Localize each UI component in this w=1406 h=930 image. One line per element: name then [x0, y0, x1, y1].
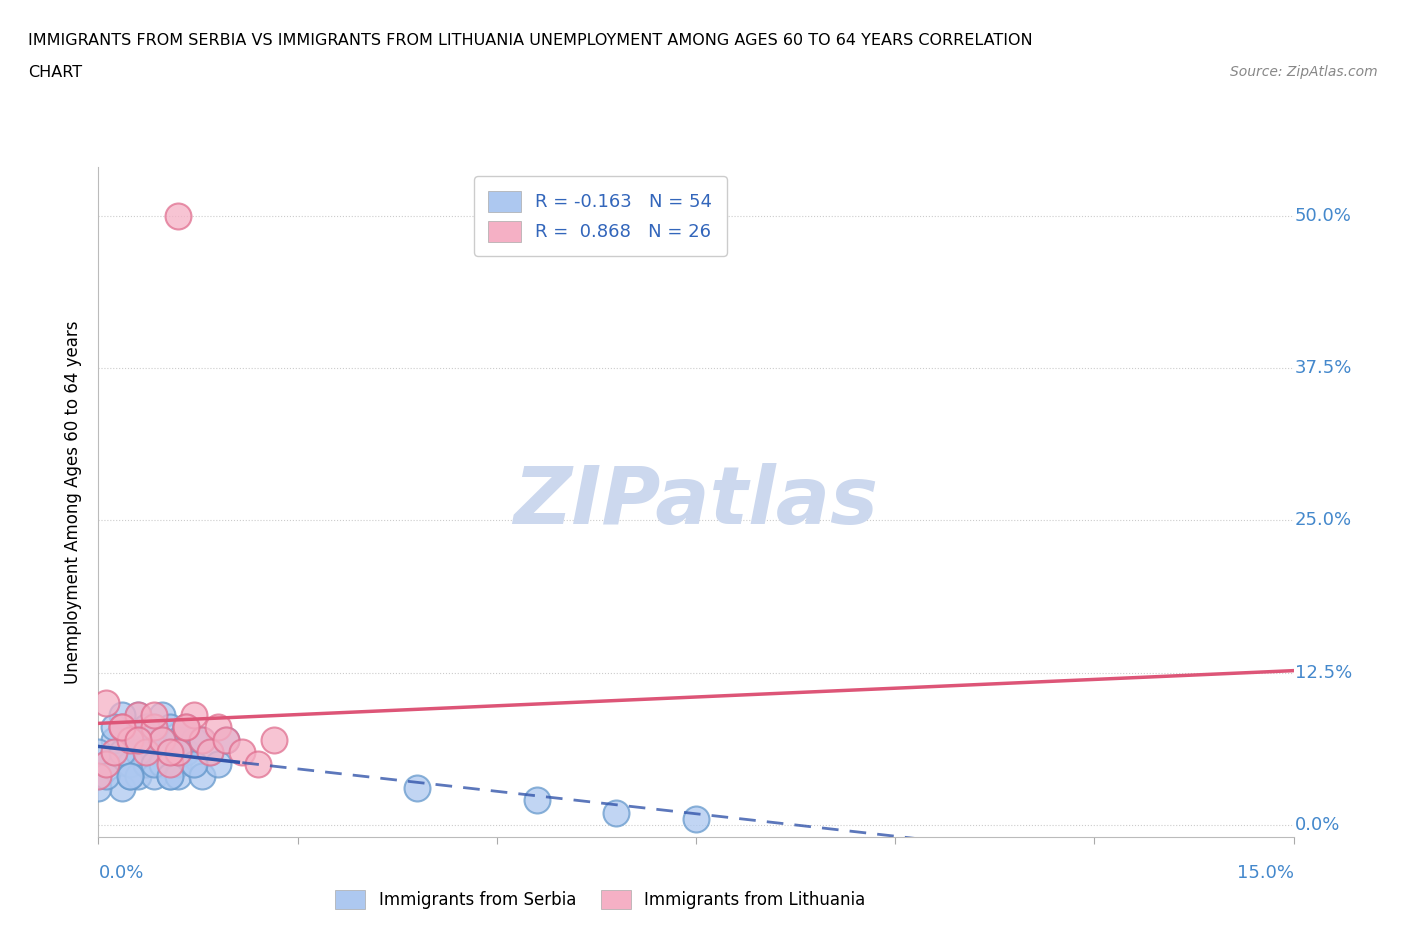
Text: 50.0%: 50.0%: [1295, 207, 1351, 225]
Point: [127, 732, 149, 747]
Text: 12.5%: 12.5%: [1295, 664, 1353, 682]
Point: [111, 720, 134, 735]
Point: [174, 720, 197, 735]
Point: [191, 769, 214, 784]
Text: 0.0%: 0.0%: [98, 864, 143, 882]
Point: [120, 769, 142, 784]
Point: [143, 720, 166, 735]
Legend: Immigrants from Serbia, Immigrants from Lithuania: Immigrants from Serbia, Immigrants from …: [329, 884, 872, 916]
Point: [174, 744, 197, 759]
Point: [150, 708, 173, 723]
Text: IMMIGRANTS FROM SERBIA VS IMMIGRANTS FROM LITHUANIA UNEMPLOYMENT AMONG AGES 60 T: IMMIGRANTS FROM SERBIA VS IMMIGRANTS FRO…: [28, 33, 1033, 47]
Text: Source: ZipAtlas.com: Source: ZipAtlas.com: [1230, 65, 1378, 79]
Text: 15.0%: 15.0%: [1236, 864, 1294, 882]
Point: [120, 769, 142, 784]
Point: [143, 769, 166, 784]
Point: [526, 793, 548, 808]
Point: [111, 720, 134, 735]
Point: [96, 696, 118, 711]
Point: [135, 720, 157, 735]
Point: [150, 756, 173, 771]
Text: 25.0%: 25.0%: [1295, 512, 1351, 529]
Point: [159, 756, 181, 771]
Point: [87, 781, 110, 796]
Point: [207, 720, 229, 735]
Point: [127, 708, 149, 723]
Point: [263, 732, 285, 747]
Point: [685, 811, 707, 826]
Point: [198, 744, 221, 759]
Point: [159, 769, 181, 784]
Point: [103, 732, 125, 747]
Point: [127, 744, 149, 759]
Point: [103, 720, 125, 735]
Point: [120, 756, 142, 771]
Point: [127, 732, 149, 747]
Point: [183, 732, 205, 747]
Point: [135, 732, 157, 747]
Point: [183, 756, 205, 771]
Point: [159, 720, 181, 735]
Point: [167, 769, 190, 784]
Point: [103, 744, 125, 759]
Point: [87, 769, 110, 784]
Point: [183, 708, 205, 723]
Point: [246, 756, 269, 771]
Point: [167, 208, 190, 223]
Text: 0.0%: 0.0%: [1295, 816, 1340, 834]
Point: [135, 744, 157, 759]
Point: [87, 744, 110, 759]
Point: [96, 756, 118, 771]
Text: 37.5%: 37.5%: [1295, 359, 1353, 378]
Point: [135, 756, 157, 771]
Point: [96, 769, 118, 784]
Point: [150, 732, 173, 747]
Point: [111, 708, 134, 723]
Point: [127, 769, 149, 784]
Point: [167, 744, 190, 759]
Y-axis label: Unemployment Among Ages 60 to 64 years: Unemployment Among Ages 60 to 64 years: [65, 321, 83, 684]
Point: [150, 732, 173, 747]
Point: [111, 720, 134, 735]
Point: [174, 720, 197, 735]
Point: [191, 732, 214, 747]
Point: [198, 744, 221, 759]
Point: [167, 756, 190, 771]
Point: [111, 781, 134, 796]
Point: [174, 720, 197, 735]
Point: [111, 744, 134, 759]
Point: [159, 769, 181, 784]
Point: [127, 732, 149, 747]
Point: [215, 732, 238, 747]
Point: [215, 732, 238, 747]
Point: [87, 769, 110, 784]
Point: [103, 744, 125, 759]
Point: [191, 732, 214, 747]
Point: [96, 756, 118, 771]
Point: [167, 732, 190, 747]
Point: [605, 805, 627, 820]
Point: [143, 744, 166, 759]
Point: [167, 744, 190, 759]
Point: [231, 744, 253, 759]
Point: [143, 756, 166, 771]
Point: [127, 708, 149, 723]
Point: [183, 756, 205, 771]
Point: [159, 744, 181, 759]
Text: CHART: CHART: [28, 65, 82, 80]
Point: [207, 756, 229, 771]
Point: [150, 732, 173, 747]
Point: [143, 720, 166, 735]
Point: [159, 744, 181, 759]
Point: [406, 781, 429, 796]
Text: ZIPatlas: ZIPatlas: [513, 463, 879, 541]
Point: [120, 732, 142, 747]
Point: [174, 720, 197, 735]
Point: [143, 708, 166, 723]
